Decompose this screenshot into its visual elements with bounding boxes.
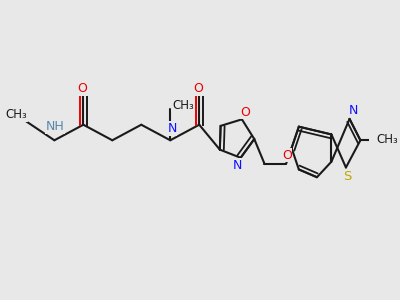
Text: N: N [167,122,177,135]
Text: O: O [194,82,204,95]
Text: O: O [78,82,88,95]
Text: N: N [233,159,242,172]
Text: O: O [282,148,292,162]
Text: O: O [240,106,250,119]
Text: CH₃: CH₃ [377,133,398,146]
Text: NH: NH [46,120,64,133]
Text: N: N [348,104,358,117]
Text: CH₃: CH₃ [172,99,194,112]
Text: S: S [344,169,352,183]
Text: CH₃: CH₃ [6,109,27,122]
